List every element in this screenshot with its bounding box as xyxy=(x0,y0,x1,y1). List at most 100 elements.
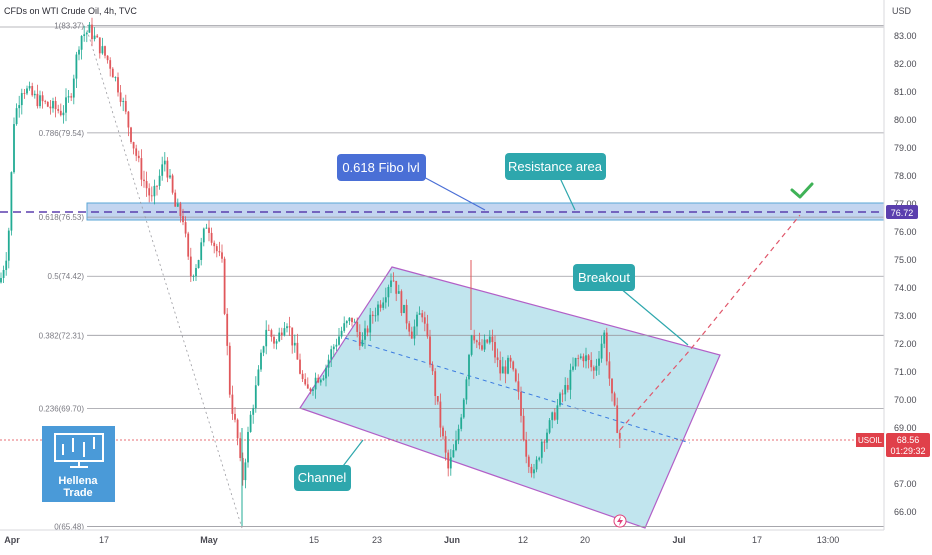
candle-body xyxy=(577,358,580,359)
candle-body xyxy=(260,352,262,370)
channel[interactable] xyxy=(299,266,721,529)
annotation-breakout[interactable]: Breakout xyxy=(573,264,689,346)
candle-body xyxy=(377,304,379,316)
candle-body xyxy=(442,427,444,437)
candle-body xyxy=(171,175,174,193)
candle-body xyxy=(202,228,205,243)
candle-body xyxy=(158,175,161,186)
candle-body xyxy=(574,358,577,367)
candle-body xyxy=(72,78,75,98)
price-tick-label: 81.00 xyxy=(894,87,917,97)
candle-body xyxy=(231,394,234,414)
candle-body xyxy=(462,399,465,418)
candle-body xyxy=(382,302,385,308)
price-tick-label: 66.00 xyxy=(894,507,917,517)
time-tick-label: 15 xyxy=(309,535,319,545)
candle-body xyxy=(460,417,463,429)
fib-level-label: 0.618(76.53) xyxy=(39,213,85,222)
candle-body xyxy=(145,181,148,189)
candle-body xyxy=(23,93,26,94)
candle-body xyxy=(104,46,106,56)
candle-body xyxy=(585,355,587,362)
candle-body xyxy=(436,396,439,402)
candle-body xyxy=(5,260,8,270)
candle-body xyxy=(52,100,54,109)
candle-body xyxy=(470,335,473,355)
time-tick-label: Jun xyxy=(444,535,460,545)
candle-body xyxy=(218,251,221,253)
currency-label: USD xyxy=(892,6,912,16)
candle-body xyxy=(613,393,616,406)
candle-body xyxy=(306,384,309,389)
candle-body xyxy=(67,96,70,98)
candle-body xyxy=(343,323,346,331)
candle-body xyxy=(293,342,296,346)
candle-body xyxy=(122,101,125,102)
alert-price-tag[interactable]: 76.72 xyxy=(886,205,918,219)
candle-body xyxy=(330,349,333,360)
candle-body xyxy=(452,450,455,458)
candle-body xyxy=(197,259,200,269)
candle-body xyxy=(247,431,249,463)
event-icon[interactable] xyxy=(613,514,627,528)
candle-body xyxy=(559,393,561,406)
candle-body xyxy=(140,158,143,180)
candle-body xyxy=(124,101,127,112)
candle-body xyxy=(46,101,49,107)
time-tick-label: May xyxy=(200,535,218,545)
candle-body xyxy=(561,393,564,395)
candle-body xyxy=(241,457,244,481)
candle-body xyxy=(413,326,416,339)
candle-body xyxy=(538,457,541,460)
time-axis[interactable]: Apr 17 May 15 23 Jun 12 20 Jul 17 13:00 xyxy=(4,535,839,545)
price-tick-label: 69.00 xyxy=(894,423,917,433)
candle-body xyxy=(356,321,359,332)
fib-level-label: 0.382(72.31) xyxy=(39,331,85,340)
time-tick-label: Apr xyxy=(4,535,20,545)
candle-body xyxy=(0,277,2,283)
current-price-text: 68.56 xyxy=(897,435,920,445)
price-tick-label: 77.00 xyxy=(894,199,917,209)
candle-body xyxy=(257,369,260,386)
candle-body xyxy=(444,436,447,453)
candle-body xyxy=(91,24,93,40)
candle-body xyxy=(338,336,340,345)
annotation-channel[interactable]: Channel xyxy=(294,439,364,491)
candle-body xyxy=(28,86,31,89)
candle-body xyxy=(384,297,387,303)
candle-body xyxy=(600,343,603,359)
candle-body xyxy=(192,276,195,277)
candle-body xyxy=(517,381,520,392)
candle-body xyxy=(249,414,252,432)
candle-body xyxy=(579,356,582,359)
candle-body xyxy=(616,405,619,433)
candle-body xyxy=(210,232,213,243)
current-price-tag[interactable]: USOIL 68.56 01:29:32 xyxy=(856,433,930,457)
annotation-resistance[interactable]: Resistance area xyxy=(505,153,606,211)
candle-body xyxy=(364,328,366,340)
price-tick-label: 72.00 xyxy=(894,339,917,349)
fib-level-label: 0.5(74.42) xyxy=(48,272,85,281)
price-axis[interactable]: 83.00 82.00 81.00 80.00 79.00 78.00 77.00 76.00… xyxy=(894,31,917,517)
candle-body xyxy=(36,93,39,107)
candle-body xyxy=(483,339,486,350)
price-tick-label: 70.00 xyxy=(894,395,917,405)
candle-body xyxy=(98,37,101,54)
candle-body xyxy=(494,342,496,358)
candle-body xyxy=(390,280,392,287)
candle-body xyxy=(20,93,23,106)
candle-body xyxy=(504,366,507,374)
time-tick-label: 17 xyxy=(99,535,109,545)
candle-body xyxy=(475,340,478,343)
candle-body xyxy=(280,332,283,336)
candle-body xyxy=(117,77,119,93)
candle-body xyxy=(449,457,452,469)
candle-body xyxy=(543,441,546,443)
candle-body xyxy=(374,315,377,317)
candle-body xyxy=(566,385,569,390)
candle-body xyxy=(473,335,476,341)
candle-body xyxy=(408,323,411,332)
annotation-fibo[interactable]: 0.618 Fibo lvl xyxy=(337,154,486,211)
candle-body xyxy=(509,357,512,362)
